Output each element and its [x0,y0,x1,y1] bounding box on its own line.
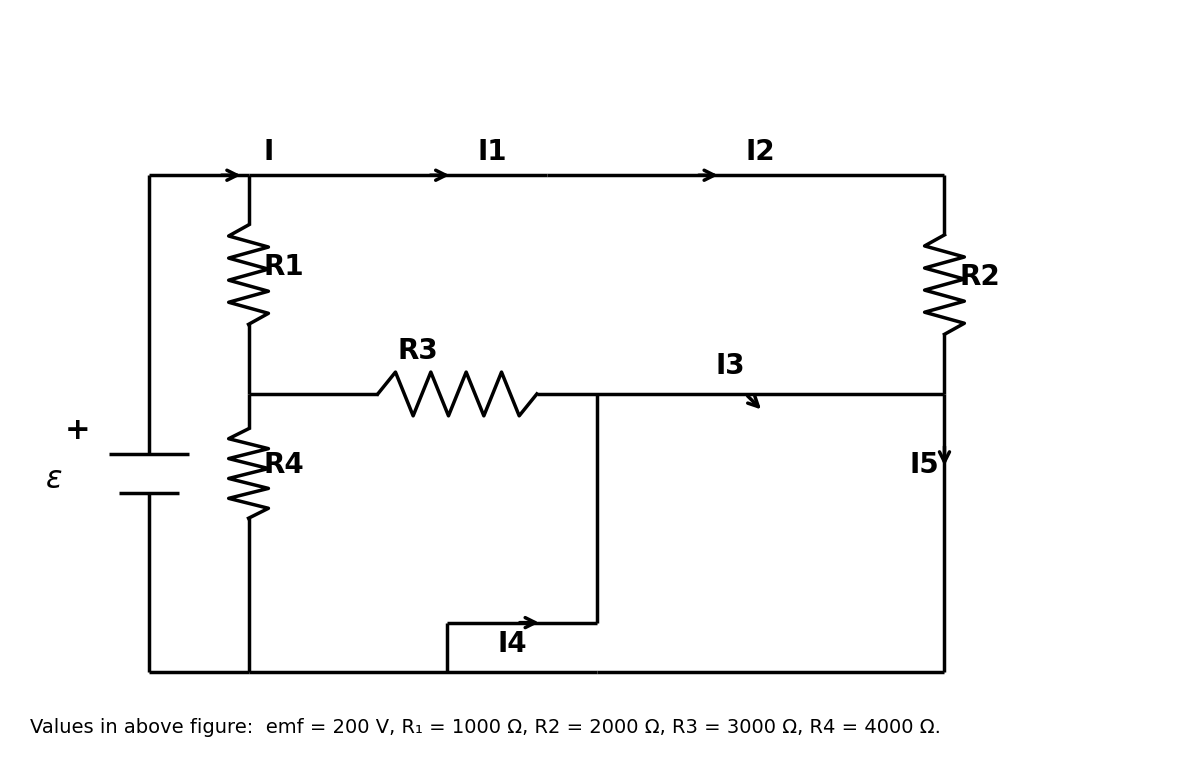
Text: I: I [264,139,274,166]
Text: R1: R1 [264,252,304,281]
Text: $\varepsilon$: $\varepsilon$ [44,465,62,495]
Text: I3: I3 [716,352,745,380]
Text: R3: R3 [397,337,438,365]
Text: R4: R4 [264,451,305,480]
Text: Values in above figure:  emf = 200 V, R₁ = 1000 Ω, R2 = 2000 Ω, R3 = 3000 Ω, R4 : Values in above figure: emf = 200 V, R₁ … [30,718,941,737]
Text: I2: I2 [745,139,775,166]
Text: I4: I4 [497,631,527,659]
Text: R2: R2 [959,262,1000,290]
Text: +: + [65,416,90,445]
Text: I1: I1 [478,139,506,166]
Text: I5: I5 [910,451,940,480]
